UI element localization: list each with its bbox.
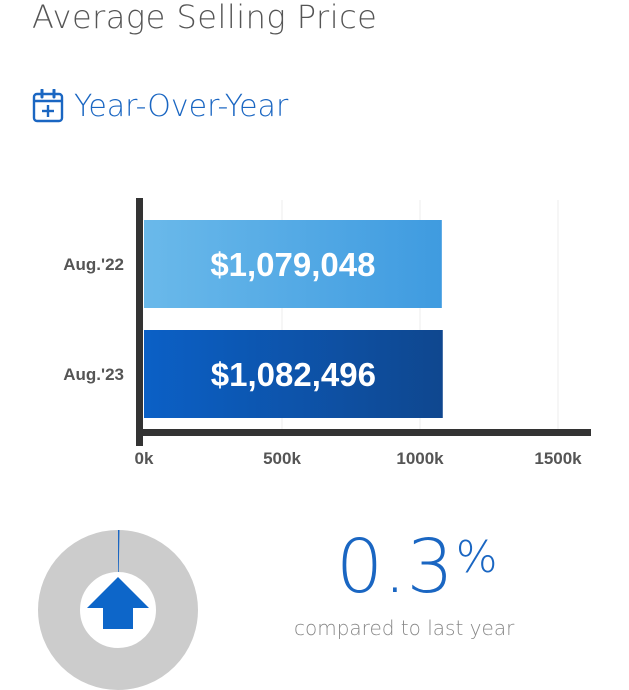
bar-value-label: $1,082,496 — [211, 356, 376, 393]
x-tick-label: 0k — [135, 449, 154, 468]
x-tick-label: 500k — [263, 449, 301, 468]
x-tick-label: 1000k — [396, 449, 444, 468]
category-label: Aug.'23 — [63, 365, 124, 384]
calendar-plus-icon — [32, 89, 64, 123]
x-axis-line — [136, 429, 591, 436]
comparison-caption: compared to last year — [294, 616, 514, 640]
category-label: Aug.'22 — [63, 255, 124, 274]
section-heading-text: Year-Over-Year — [74, 89, 288, 124]
y-axis-line — [136, 198, 143, 446]
bar-chart: 0k 500k 1000k 1500k Aug.'22 $1,079,048 Aug.'23… — [0, 190, 629, 475]
percent-change: 0.3% — [336, 530, 498, 604]
page-title: Average Selling Price — [32, 0, 377, 36]
section-heading: Year-Over-Year — [32, 86, 288, 126]
bar-value-label: $1,079,048 — [210, 246, 375, 283]
percent-change-unit: % — [456, 532, 498, 583]
percent-change-value: 0.3 — [336, 524, 454, 610]
change-donut — [38, 530, 198, 690]
arrow-up-icon — [87, 577, 149, 629]
x-tick-label: 1500k — [534, 449, 582, 468]
